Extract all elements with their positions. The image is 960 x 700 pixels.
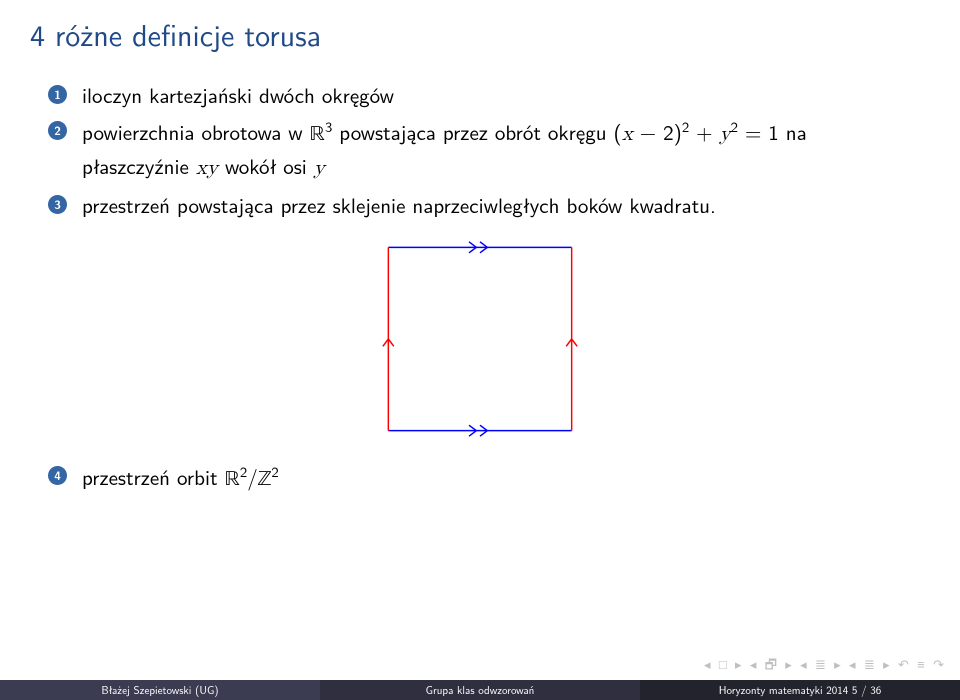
list-item: 1 iloczyn kartezjański dwóch okręgów — [40, 80, 920, 110]
footer-page: Horyzonty matematyki 2014 5 / 36 — [640, 680, 960, 700]
slide-title: 4 różne definicje torusa — [30, 12, 321, 56]
item-text: przestrzeń orbit ℝ2/ℤ2 — [82, 462, 279, 492]
footer: Błażej Szepietowski (UG) Grupa klas odwz… — [0, 680, 960, 700]
slide-content: 1 iloczyn kartezjański dwóch okręgów 2 p… — [40, 80, 920, 501]
list-item: 4 przestrzeń orbit ℝ2/ℤ2 — [40, 461, 920, 495]
footer-author: Błażej Szepietowski (UG) — [0, 680, 320, 700]
bullet-icon: 2 — [48, 121, 67, 140]
item-text: przestrzeń powstająca przez sklejenie na… — [82, 190, 716, 220]
beamer-nav-icons[interactable]: ◂ □ ▸ ◂ 🗗 ▸ ◂ ≣ ▸ ◂ ≣ ▸ ↶ ≡ ↷ — [704, 655, 946, 678]
footer-title: Grupa klas odwzorowań — [320, 680, 640, 700]
bullet-icon: 4 — [48, 466, 67, 485]
bullet-icon: 3 — [48, 195, 67, 214]
bullet-icon: 1 — [48, 85, 67, 104]
slide: 4 różne definicje torusa 1 iloczyn karte… — [0, 0, 960, 700]
item-text: powierzchnia obrotowa w ℝ3 powstająca pr… — [82, 117, 807, 180]
list-item: 3 przestrzeń powstająca przez sklejenie … — [40, 190, 920, 220]
item-text: iloczyn kartezjański dwóch okręgów — [82, 80, 394, 110]
list-item: 2 powierzchnia obrotowa w ℝ3 powstająca … — [40, 116, 920, 184]
glue-diagram — [40, 229, 920, 449]
